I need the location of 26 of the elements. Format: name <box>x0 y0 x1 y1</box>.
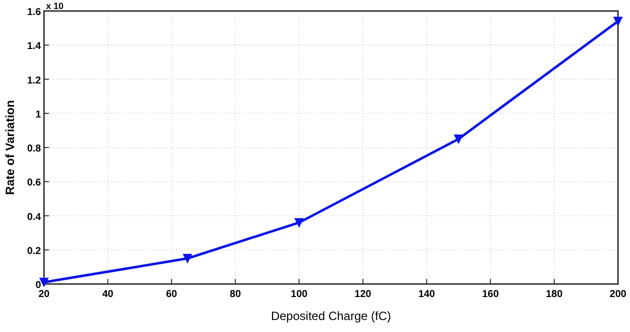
y-tick-label: 0 <box>35 280 42 291</box>
x-axis-title: Deposited Charge (fC) <box>270 309 392 323</box>
point <box>294 218 304 228</box>
x-tick-label: 100 <box>290 289 308 300</box>
x-tick-label: 140 <box>418 289 436 300</box>
x-tick-label: 80 <box>230 289 242 300</box>
y-tick-label: 0.4 <box>27 212 42 223</box>
x-tick-label: 160 <box>482 289 500 300</box>
x-tick-label: 40 <box>102 289 114 300</box>
point <box>614 16 622 26</box>
x-tick-label: 20 <box>38 289 50 300</box>
y-axis-title: Rate of Variation <box>3 100 17 195</box>
annotation: x 10 <box>46 1 64 11</box>
x-tick-label: 60 <box>166 289 178 300</box>
y-tick-label: 0.2 <box>27 246 42 257</box>
y-tick-label: 0.6 <box>27 178 42 189</box>
x-tick-label: 180 <box>546 289 563 300</box>
x-tick-label: 200 <box>610 289 627 300</box>
point <box>454 134 464 144</box>
x-tick-label: 120 <box>354 289 372 300</box>
point <box>183 254 192 263</box>
y-tick-label: 1.2 <box>27 75 42 86</box>
y-tick-label: 0.8 <box>27 144 42 154</box>
y-tick-label: 1 <box>35 109 42 120</box>
y-tick-label: 1.6 <box>27 7 42 18</box>
y-tick-label: 1.4 <box>27 41 42 52</box>
